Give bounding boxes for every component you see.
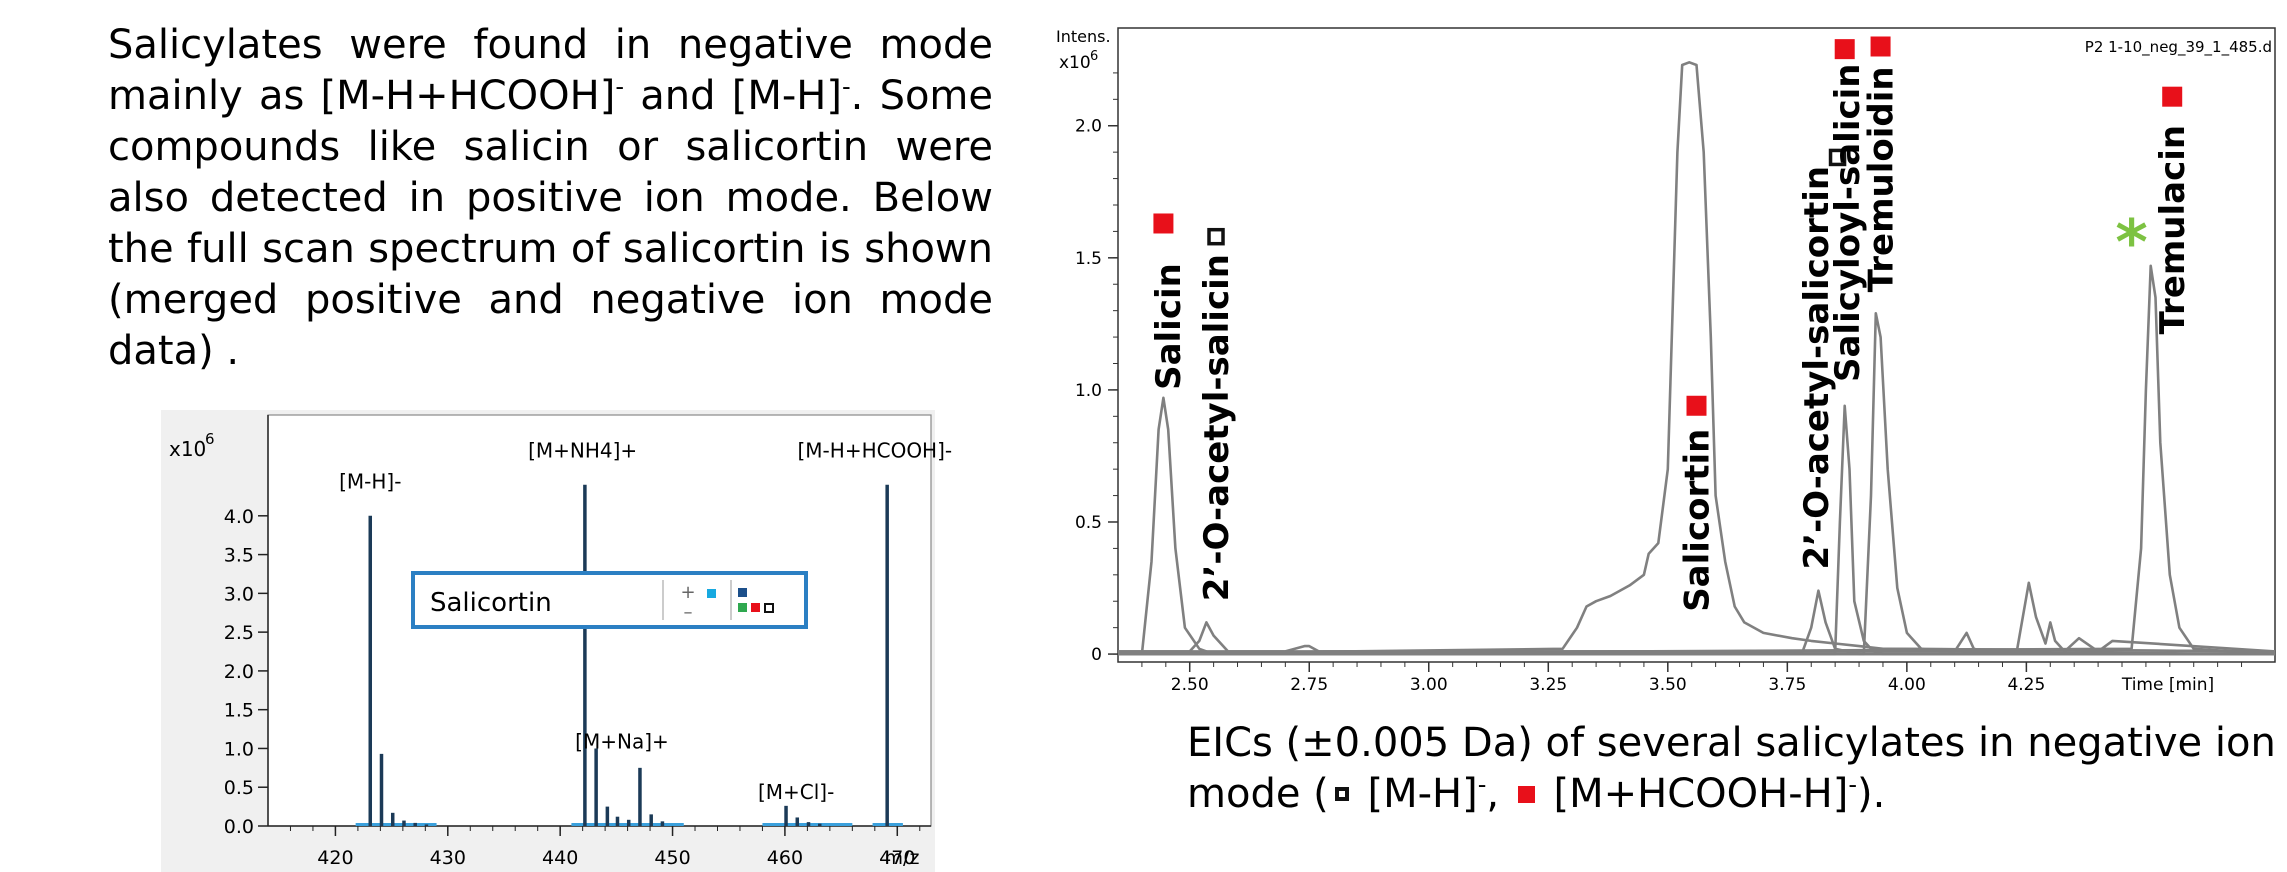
spectrum-y-tick-label: 2.0 [224, 661, 254, 683]
eic-caption: EICs (±0.005 Da) of several salicylates … [1187, 718, 2287, 820]
open-square-icon [1334, 787, 1349, 801]
eic-marker-filled [1686, 395, 1707, 416]
spectrum-y-tick-label: 3.0 [224, 583, 254, 605]
intro-sup-2: - [841, 72, 851, 101]
eic-y-tick-label: 0 [1091, 645, 1102, 665]
eic-peak-label: Salicin [1149, 263, 1189, 390]
spectrum-x-tick-label: 450 [654, 847, 690, 869]
spectrum-x-tick-label: 420 [317, 847, 353, 869]
eic-x-axis-label: Time [min] [2121, 675, 2214, 695]
eic-marker-filled [1153, 213, 1174, 234]
spectrum-y-tick-label: 1.5 [224, 700, 254, 722]
spectrum-y-exponent: 6 [205, 430, 215, 448]
eic-x-tick-label: 3.00 [1410, 675, 1448, 695]
eic-y-tick-label: 1.5 [1075, 249, 1102, 269]
spectrum-ion-label: [M+NH4]+ [528, 439, 637, 463]
spectrum-x-axis-label: m/z [885, 847, 920, 869]
eic-y-multiplier: x10 [1059, 53, 1091, 73]
spectrum-y-tick-label: 0.5 [224, 777, 254, 799]
spectrum-y-tick-label: 0.0 [224, 816, 254, 838]
intro-text-1: Salicylates were found in negative mode … [108, 22, 993, 119]
eic-peak-label: 2’-O-acetyl-salicortin [1797, 166, 1837, 570]
caption-text-5: ). [1857, 771, 1886, 817]
spectrum-x-tick-label: 440 [542, 847, 578, 869]
eic-marker-filled [1870, 36, 1891, 57]
eic-peak-label: Salicyloyl-salicin [1828, 63, 1868, 382]
eic-marker-filled [1834, 39, 1855, 60]
intro-text-3: . Some compounds like salicin or salicor… [108, 73, 994, 374]
eic-plot-frame [1117, 27, 2276, 663]
legend-label: Salicortin [430, 588, 552, 618]
spectrum-ion-label: [M+Cl]- [758, 780, 834, 804]
spectrum-y-tick-label: 2.5 [224, 622, 254, 644]
caption-text-1: EICs (±0.005 Da) of several salicylates … [1187, 720, 2276, 817]
eic-x-tick-label: 2.50 [1171, 675, 1209, 695]
eic-x-tick-label: 4.25 [2007, 675, 2045, 695]
eic-peak-label: Tremuloidin [1862, 66, 1902, 292]
eic-x-tick-label: 3.25 [1529, 675, 1567, 695]
eic-trace [1118, 404, 2275, 656]
eic-asterisk: * [2115, 206, 2147, 279]
legend-plus-icon: + [680, 582, 695, 603]
spectrum-y-tick-label: 1.0 [224, 738, 254, 760]
eic-trace [1117, 264, 2276, 656]
eic-trace [1117, 60, 2276, 656]
spectrum-y-tick-label: 3.5 [224, 545, 254, 567]
eic-marker-filled [2162, 86, 2183, 107]
spectrum-y-tick-label: 4.0 [224, 506, 254, 528]
spectrum-x-tick-label: 430 [430, 847, 466, 869]
eic-marker-open [1828, 148, 1847, 167]
caption-text-4: [M+HCOOH-H] [1540, 771, 1849, 817]
intro-text-2: and [M-H] [624, 73, 842, 119]
eic-peak-label: 2’-O-acetyl-salicin [1197, 254, 1237, 601]
eic-x-tick-label: 4.00 [1888, 675, 1926, 695]
caption-text-3: , [1486, 771, 1512, 817]
eic-file-label: P2 1-10_neg_39_1_485.d [2085, 38, 2272, 57]
eic-y-tick-label: 0.5 [1075, 513, 1102, 533]
caption-text-2: [M-H] [1354, 771, 1478, 817]
spectrum-ion-label: [M-H+HCOOH]- [798, 439, 953, 463]
eic-y-exponent: 6 [1090, 49, 1098, 64]
spectrum-ion-label: [M-H]- [339, 470, 401, 494]
legend-open-swatch [764, 603, 774, 613]
spectrum-legend: Salicortin +– [411, 571, 808, 629]
caption-sup-2: - [1848, 770, 1858, 799]
spectrum-ion-label: [M+Na]+ [575, 729, 669, 753]
spectrum-y-multiplier: x10 [169, 437, 206, 461]
eic-x-tick-label: 3.50 [1649, 675, 1687, 695]
intro-sup-1: - [615, 72, 625, 101]
filled-square-icon [1517, 785, 1535, 803]
caption-sup-1: - [1477, 770, 1487, 799]
eic-y-axis-label: Intens. [1056, 27, 1111, 46]
eic-x-tick-label: 3.75 [1768, 675, 1806, 695]
eic-x-tick-label: 2.75 [1290, 675, 1328, 695]
eic-trace [1118, 581, 2276, 653]
legend-cyan-swatch [707, 589, 716, 598]
legend-minus-icon: – [684, 602, 693, 623]
legend-red-swatch [751, 603, 760, 612]
eic-y-tick-label: 1.0 [1075, 381, 1102, 401]
spectrum-x-tick-label: 460 [767, 847, 803, 869]
spectrum-x-tick-label: 470 [879, 847, 915, 869]
legend-frame [411, 571, 808, 629]
eic-peak-label: Salicortin [1678, 429, 1718, 612]
eic-marker-open [1207, 227, 1225, 246]
eic-y-tick-label: 2.0 [1075, 117, 1102, 137]
legend-blue-swatch [738, 588, 747, 597]
eic-peak-label: Tremulacin [2153, 125, 2193, 335]
intro-paragraph: Salicylates were found in negative mode … [108, 20, 993, 377]
legend-green-swatch [738, 603, 747, 612]
